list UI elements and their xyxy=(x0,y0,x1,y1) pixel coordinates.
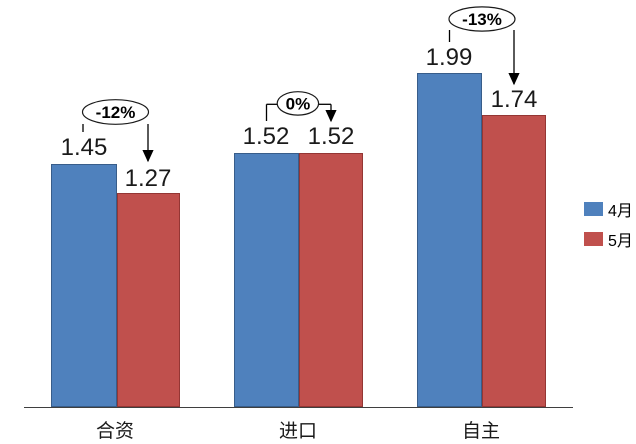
svg-text:-12%: -12% xyxy=(96,103,136,122)
svg-text:0%: 0% xyxy=(286,94,311,113)
svg-text:-13%: -13% xyxy=(462,10,502,29)
